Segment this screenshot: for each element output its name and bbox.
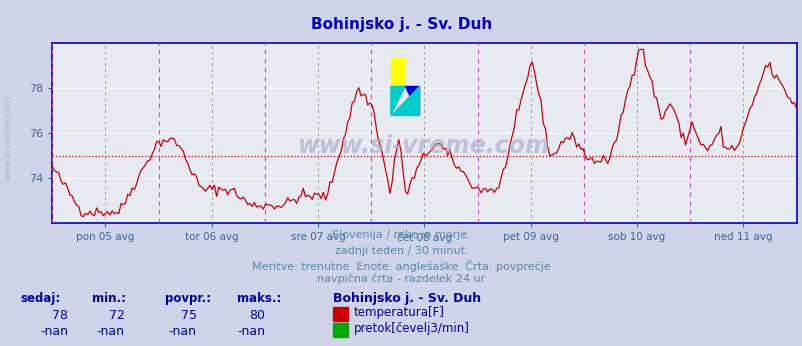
Bar [391, 58, 404, 86]
Text: sedaj:: sedaj: [20, 292, 60, 306]
Text: Slovenija / reke in morje.: Slovenija / reke in morje. [332, 230, 470, 240]
Text: -nan: -nan [237, 325, 265, 338]
Text: -nan: -nan [96, 325, 124, 338]
Text: -nan: -nan [40, 325, 68, 338]
Text: 78: 78 [52, 309, 68, 322]
Text: Bohinjsko j. - Sv. Duh: Bohinjsko j. - Sv. Duh [310, 17, 492, 32]
Text: navpična črta - razdelek 24 ur: navpična črta - razdelek 24 ur [317, 273, 485, 284]
Text: 72: 72 [108, 309, 124, 322]
Text: min.:: min.: [92, 292, 126, 306]
Text: -nan: -nan [168, 325, 196, 338]
Text: maks.:: maks.: [237, 292, 281, 306]
Text: www.si-vreme.com: www.si-vreme.com [3, 96, 13, 181]
Text: zadnji teden / 30 minut.: zadnji teden / 30 minut. [334, 246, 468, 256]
Text: 75: 75 [180, 309, 196, 322]
Text: www.si-vreme.com: www.si-vreme.com [298, 134, 550, 158]
Text: 80: 80 [249, 309, 265, 322]
Text: temperatura[F]: temperatura[F] [354, 306, 444, 319]
Text: Bohinjsko j. - Sv. Duh: Bohinjsko j. - Sv. Duh [333, 292, 480, 306]
Polygon shape [391, 86, 404, 115]
Polygon shape [404, 86, 419, 115]
Text: pretok[čevelj3/min]: pretok[čevelj3/min] [354, 321, 469, 335]
Text: povpr.:: povpr.: [164, 292, 210, 306]
Text: Meritve: trenutne  Enote: anglešaške  Črta: povprečje: Meritve: trenutne Enote: anglešaške Črta… [252, 260, 550, 272]
Polygon shape [391, 86, 419, 115]
